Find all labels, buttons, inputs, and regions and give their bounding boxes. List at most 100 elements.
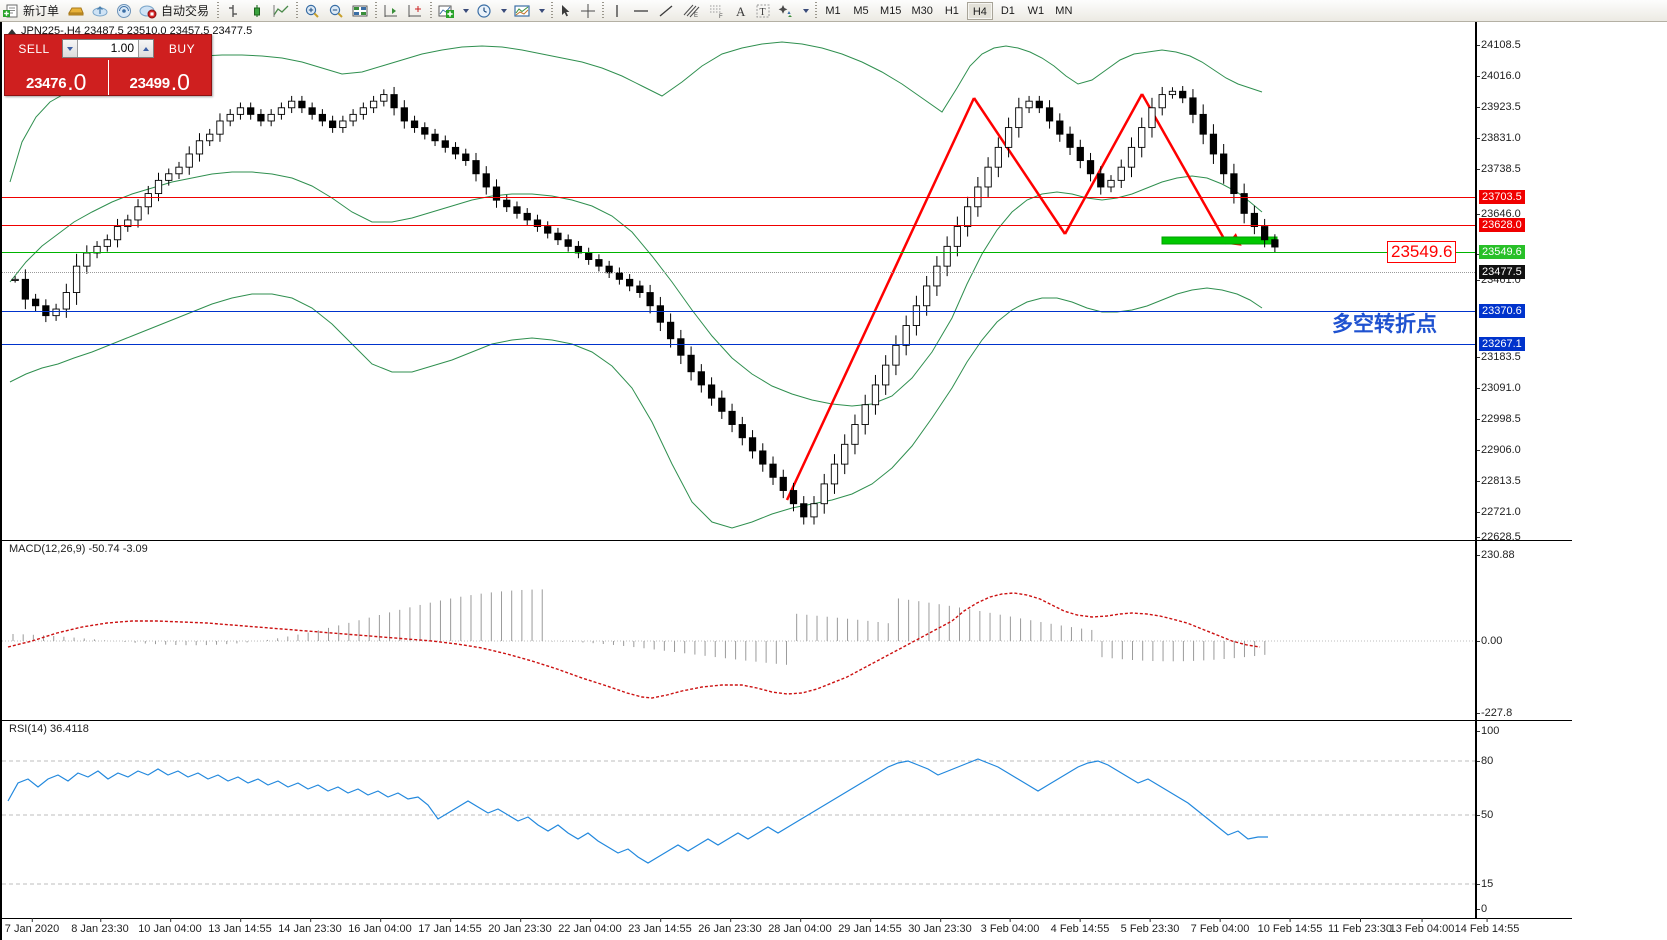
- timeframe-d1[interactable]: D1: [1000, 4, 1015, 17]
- date-tick: 20 Jan 23:30: [488, 918, 552, 935]
- sell-price-main: 23476: [26, 75, 67, 92]
- chart-shift-button[interactable]: [379, 1, 403, 21]
- buy-button-label[interactable]: BUY: [168, 41, 196, 56]
- resistance-line-23703[interactable]: [2, 195, 1480, 200]
- sell-price[interactable]: 23476 .0: [5, 60, 108, 95]
- trend-lines: [785, 93, 1229, 501]
- macd-tick: 0.00: [1476, 635, 1503, 647]
- date-tick: 10 Feb 14:55: [1257, 918, 1323, 935]
- auto-scroll-icon: [408, 4, 422, 17]
- chart-shift-icon: [384, 4, 398, 17]
- price-pane[interactable]: JPN225-,H4 23487.5 23510.0 23457.5 23477…: [2, 22, 1572, 540]
- price-tick: 22998.5: [1477, 413, 1521, 425]
- bollinger-lower-band: [9, 287, 1263, 529]
- data-window-button[interactable]: [348, 1, 372, 21]
- timeframe-m5[interactable]: M5: [853, 4, 869, 17]
- support-zone-marker: [1161, 236, 1278, 245]
- volume-increase-button[interactable]: [138, 40, 153, 57]
- new-order-button[interactable]: 新订单: [0, 1, 64, 21]
- date-tick: 28 Jan 04:00: [768, 918, 832, 935]
- price-tick: 23738.5: [1477, 163, 1521, 175]
- volume-decrease-button[interactable]: [63, 40, 78, 57]
- resistance-line-23628[interactable]: [2, 223, 1480, 228]
- timeframe-m15[interactable]: M15: [880, 4, 902, 17]
- pivot-line-23267[interactable]: [2, 342, 1480, 347]
- period-dropdown[interactable]: [496, 1, 510, 21]
- toolbar-separator: [812, 2, 819, 20]
- cursor-button[interactable]: [555, 1, 577, 21]
- svg-text:A: A: [736, 4, 746, 19]
- crosshair-icon: [581, 3, 596, 18]
- volume-input[interactable]: 1.00: [110, 41, 134, 55]
- rsi-tick: 15: [1476, 878, 1494, 890]
- price-tick: 22628.5: [1477, 531, 1521, 540]
- chevron-down-icon: [463, 8, 470, 13]
- price-tick: 23923.5: [1477, 101, 1521, 113]
- equidistant-channel-button[interactable]: E: [678, 1, 704, 21]
- trendline-button[interactable]: [654, 1, 678, 21]
- price-level-badge-23267[interactable]: 23267.1: [1479, 337, 1525, 351]
- price-axis[interactable]: 24108.5 24016.0 23923.5 23831.0 23738.5 …: [1475, 22, 1572, 540]
- sell-button-label[interactable]: SELL: [18, 41, 50, 56]
- timeframe-mn[interactable]: MN: [1055, 4, 1073, 17]
- chart-area[interactable]: JPN225-,H4 23487.5 23510.0 23457.5 23477…: [0, 22, 1667, 940]
- bollinger-middle-band: [9, 171, 1263, 407]
- macd-pane[interactable]: MACD(12,26,9) -50.74 -3.09 230.88 0.00 -…: [2, 540, 1572, 720]
- pivot-line-23370[interactable]: [2, 309, 1480, 314]
- price-level-badge-23549[interactable]: 23549.6: [1479, 245, 1525, 259]
- price-tick: 22721.0: [1477, 506, 1521, 518]
- collapse-triangle-icon[interactable]: [8, 28, 16, 34]
- macd-histogram: [12, 589, 1266, 665]
- buy-price-main: 23499: [129, 75, 171, 92]
- shapes-dropdown[interactable]: [798, 1, 812, 21]
- bar-chart-button[interactable]: [221, 1, 245, 21]
- fibonacci-button[interactable]: F: [704, 1, 730, 21]
- date-tick: 17 Jan 14:55: [418, 918, 482, 935]
- toolbar-separator: [427, 2, 434, 20]
- time-axis[interactable]: 7 Jan 2020 8 Jan 23:30 10 Jan 04:00 13 J…: [2, 918, 1572, 940]
- text-button[interactable]: A: [730, 1, 752, 21]
- line-chart-button[interactable]: [269, 1, 293, 21]
- crosshair-button[interactable]: [577, 1, 599, 21]
- timeframe-h1[interactable]: H1: [944, 4, 959, 17]
- support-line-23549[interactable]: [2, 250, 1480, 255]
- trade-panel-top-row: SELL 1.00 BUY: [5, 35, 211, 60]
- timeframe-m1[interactable]: M1: [825, 4, 841, 17]
- price-level-badge-23370[interactable]: 23370.6: [1479, 304, 1525, 318]
- text-label-icon: T: [756, 4, 770, 18]
- templates-dropdown[interactable]: [534, 1, 548, 21]
- price-level-badge-23628[interactable]: 23628.0: [1479, 218, 1525, 232]
- gold-bar-icon: [68, 7, 84, 15]
- volume-stepper[interactable]: 1.00: [62, 39, 154, 58]
- horizontal-line-button[interactable]: [628, 1, 654, 21]
- shapes-button[interactable]: [774, 1, 798, 21]
- indicators-button[interactable]: [434, 1, 458, 21]
- indicators-dropdown[interactable]: [458, 1, 472, 21]
- rsi-pane[interactable]: RSI(14) 36.4118 100 80 50 15 0: [2, 720, 1572, 918]
- gold-bar-button[interactable]: [64, 1, 88, 21]
- templates-button[interactable]: [510, 1, 534, 21]
- timeframe-w1[interactable]: W1: [1027, 4, 1045, 17]
- data-window-icon: [352, 5, 368, 16]
- date-tick: 3 Feb 04:00: [980, 918, 1040, 935]
- signal-button[interactable]: [112, 1, 136, 21]
- zoom-in-button[interactable]: [300, 1, 324, 21]
- text-label-button[interactable]: T: [752, 1, 774, 21]
- buy-price[interactable]: 23499 .0: [109, 60, 212, 95]
- price-level-badge-23703[interactable]: 23703.5: [1479, 190, 1525, 204]
- period-button[interactable]: [472, 1, 496, 21]
- auto-trading-button[interactable]: 自动交易: [136, 1, 214, 21]
- one-click-trading-panel[interactable]: SELL 1.00 BUY 23476 .0 23499: [4, 34, 212, 96]
- trade-panel-divider: [107, 60, 109, 95]
- candlestick-chart-button[interactable]: [245, 1, 269, 21]
- rsi-tick: 0: [1476, 903, 1488, 915]
- timeframe-h4[interactable]: H4: [966, 1, 993, 20]
- price-tick: 22906.0: [1477, 444, 1521, 456]
- cloud-upload-button[interactable]: [88, 1, 112, 21]
- vertical-line-button[interactable]: [606, 1, 628, 21]
- buy-price-decimal: .0: [170, 69, 190, 95]
- zoom-out-button[interactable]: [324, 1, 348, 21]
- auto-scroll-button[interactable]: [403, 1, 427, 21]
- timeframe-m30[interactable]: M30: [911, 4, 933, 17]
